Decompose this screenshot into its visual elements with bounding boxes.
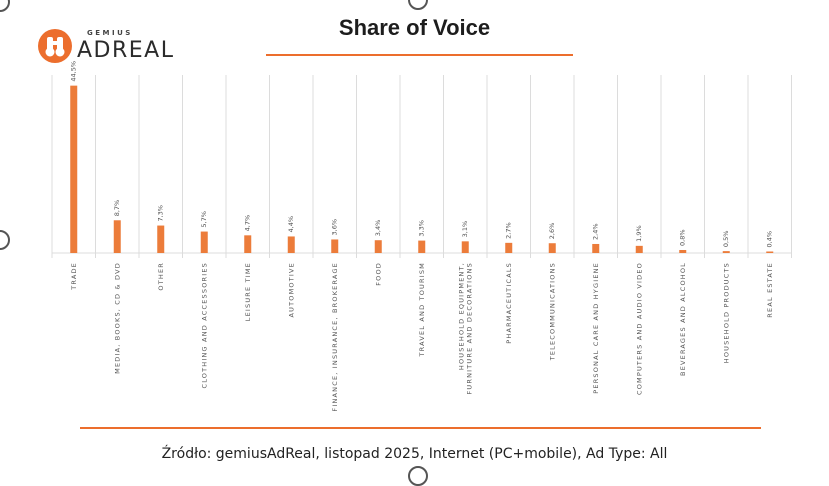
bar xyxy=(766,251,774,253)
binoculars-icon xyxy=(38,29,72,63)
bar xyxy=(592,243,600,253)
bar xyxy=(635,245,643,253)
bar xyxy=(331,239,339,253)
category-label: REAL ESTATE xyxy=(766,262,774,318)
category-label: FINANCE, INSURANCE, BROKERAGE xyxy=(331,262,339,412)
data-label: 0,8% xyxy=(679,229,687,246)
bar xyxy=(157,225,165,253)
data-label: 2,4% xyxy=(592,223,600,240)
category-label: TELECOMMUNICATIONS xyxy=(548,262,556,361)
bar xyxy=(200,231,208,253)
category-label: PERSONAL CARE AND HYGIENE xyxy=(592,262,600,394)
logo-brand-small: GEMIUS xyxy=(87,29,133,37)
logo-brand-big: ADREAL xyxy=(77,38,175,63)
category-label: CLOTHING AND ACCESSORIES xyxy=(200,262,208,389)
data-label: 4,4% xyxy=(287,216,295,233)
category-label: TRAVEL AND TOURISM xyxy=(418,262,426,358)
bar xyxy=(244,235,252,253)
title-underline xyxy=(266,54,573,56)
category-label: HOUSEHOLD EQUIPMENT, xyxy=(457,262,465,370)
data-label: 7,3% xyxy=(157,205,165,222)
category-label: BEVERAGES AND ALCOHOL xyxy=(679,262,687,376)
category-label: FURNITURE AND DECORATIONS xyxy=(465,262,473,395)
data-label: 3,6% xyxy=(331,219,339,236)
slide-handle-icon xyxy=(408,466,428,486)
category-label: MEDIA, BOOKS, CD & DVD xyxy=(113,262,121,374)
bar xyxy=(679,249,687,253)
bar-chart: 44,5% TRADE 8,7% MEDIA, BOOKS, CD & DVD 7,3%… xyxy=(51,61,792,412)
category-label: TRADE xyxy=(70,262,78,291)
data-label: 0,5% xyxy=(722,231,730,248)
bar xyxy=(461,241,469,253)
bar xyxy=(70,85,78,254)
data-label: 3,4% xyxy=(374,220,382,237)
bar xyxy=(374,240,382,253)
data-label: 44,5% xyxy=(70,61,78,82)
category-label: AUTOMOTIVE xyxy=(287,262,295,317)
data-label: 1,9% xyxy=(635,225,643,242)
data-label: 2,6% xyxy=(548,223,556,240)
bar xyxy=(722,251,730,253)
data-label: 0,4% xyxy=(766,231,774,248)
category-label: HOUSEHOLD PRODUCTS xyxy=(722,262,730,363)
bar xyxy=(548,243,556,253)
chart-title: Share of Voice xyxy=(338,15,491,40)
data-label: 5,7% xyxy=(200,211,208,228)
category-label: PHARMACEUTICALS xyxy=(505,262,513,344)
category-label: OTHER xyxy=(157,262,165,291)
bar xyxy=(113,220,121,253)
data-label: 3,3% xyxy=(418,220,426,237)
category-label: LEISURE TIME xyxy=(244,262,252,321)
data-label: 2,7% xyxy=(505,222,513,239)
footer-divider xyxy=(80,427,761,429)
category-label: COMPUTERS AND AUDIO VIDEO xyxy=(635,262,643,395)
data-label: 3,1% xyxy=(461,221,469,238)
gemius-adreal-logo: GEMIUS ADREAL xyxy=(38,26,188,66)
bar xyxy=(418,240,426,253)
source-note: Źródło: gemiusAdReal, listopad 2025, Int… xyxy=(161,446,668,462)
category-label: FOOD xyxy=(374,262,382,286)
data-label: 8,7% xyxy=(113,200,121,217)
bar xyxy=(505,242,513,253)
data-label: 4,7% xyxy=(244,215,252,232)
bar xyxy=(287,236,295,253)
